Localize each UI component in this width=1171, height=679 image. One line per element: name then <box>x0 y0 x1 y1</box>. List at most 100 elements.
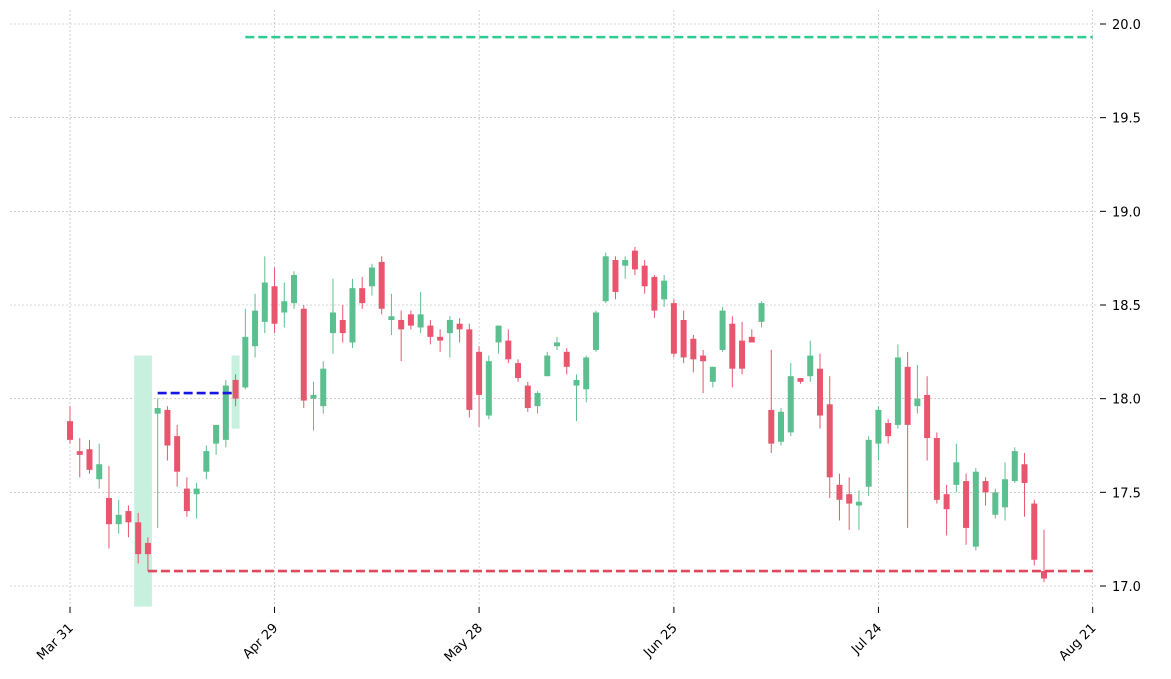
candle-up <box>855 490 862 530</box>
candle-down <box>398 310 405 362</box>
candle-down <box>933 432 940 504</box>
candle-body <box>563 351 570 367</box>
candle-body <box>651 276 658 311</box>
candle-body <box>904 366 911 425</box>
candle-body <box>388 316 395 320</box>
candle-body <box>1021 464 1028 483</box>
candle-down <box>963 473 970 545</box>
x-tick-label: Jul 24 <box>848 621 885 658</box>
candle-body <box>105 497 112 525</box>
candle-body <box>495 325 502 343</box>
candle-up <box>1011 447 1018 483</box>
candle-body <box>135 522 142 555</box>
candle-body <box>544 355 551 377</box>
candle-body <box>992 492 999 515</box>
candle-body <box>924 394 931 439</box>
x-tick-label: Mar 31 <box>34 621 77 664</box>
candle-down <box>1021 452 1028 517</box>
candle-up <box>446 316 453 358</box>
candle-down <box>76 438 83 478</box>
candle-down <box>846 477 853 530</box>
candle-body <box>407 314 414 326</box>
candle-down <box>86 439 93 474</box>
candle-body <box>622 260 629 266</box>
candle-body <box>700 355 707 362</box>
candle-body <box>154 408 161 414</box>
candle-down <box>826 376 833 498</box>
candle-body <box>1041 571 1047 579</box>
candle-down <box>125 505 132 538</box>
candle-body <box>816 368 823 416</box>
candle-body <box>680 319 687 358</box>
candle-body <box>729 323 736 369</box>
candle-body <box>252 310 259 347</box>
candle-body <box>456 323 463 330</box>
candle-down <box>700 349 707 394</box>
candle-down <box>631 246 638 276</box>
y-axis: 17.0 17.5 18.0 18.5 19.0 19.5 20.0 <box>1100 18 1141 595</box>
candle-down <box>105 466 112 549</box>
candle-body <box>670 303 677 354</box>
candle-down <box>505 329 512 364</box>
candle-body <box>232 379 239 399</box>
candle-body <box>76 451 83 455</box>
candle-down <box>670 299 677 358</box>
candle-up <box>281 282 288 328</box>
candle-up <box>583 355 590 403</box>
candle-body <box>446 319 453 334</box>
candle-body <box>768 409 775 444</box>
candle-down <box>680 310 687 364</box>
candle-down <box>144 537 151 572</box>
candle-down <box>885 419 892 444</box>
candle-up <box>96 443 103 489</box>
candle-body <box>417 314 424 328</box>
candle-up <box>865 436 872 497</box>
x-axis: Mar 31 Apr 29 May 28 Jun 25 Jul 24 Aug 21 <box>34 607 1100 665</box>
candle-up <box>602 252 609 304</box>
candle-down <box>690 334 697 373</box>
candle-down <box>943 484 950 536</box>
candle-down <box>427 319 434 345</box>
candle-up <box>368 263 375 296</box>
y-tick-label: 19.0 <box>1112 205 1141 220</box>
candle-down <box>476 346 483 427</box>
candle-body <box>612 260 619 292</box>
candle-down <box>748 329 755 343</box>
candle-body <box>953 462 960 485</box>
candle-up <box>222 379 229 448</box>
candle-body <box>144 542 151 555</box>
candle-up <box>213 424 220 455</box>
candle-up <box>972 467 979 551</box>
candle-down <box>904 351 911 528</box>
candle-body <box>86 449 93 470</box>
candle-body <box>661 280 668 300</box>
candle-body <box>398 319 405 330</box>
candle-body <box>972 471 979 547</box>
candle-down <box>407 310 414 330</box>
candle-up <box>778 408 785 446</box>
candle-body <box>349 288 356 343</box>
candle-body <box>310 394 317 399</box>
candle-body <box>914 398 921 407</box>
candle-up <box>544 351 551 377</box>
candle-body <box>583 357 590 390</box>
candle-down <box>135 512 142 564</box>
candle-body <box>329 312 336 334</box>
candle-down <box>1031 499 1038 566</box>
candle-up <box>758 301 765 328</box>
candle-body <box>855 501 862 506</box>
candle-up <box>914 364 921 414</box>
y-tick-label: 18.0 <box>1112 393 1141 408</box>
candle-down <box>924 376 931 461</box>
candle-body <box>261 282 268 322</box>
candle-body <box>359 288 366 304</box>
candle-up <box>388 293 395 335</box>
y-tick-label: 18.5 <box>1112 299 1141 314</box>
candle-up <box>203 445 210 480</box>
candle-down <box>164 406 171 461</box>
candle-down <box>797 378 804 384</box>
candle-body <box>193 488 200 495</box>
candle-up <box>622 256 629 279</box>
candle-up <box>719 306 726 352</box>
y-tick-label: 19.5 <box>1112 112 1141 127</box>
